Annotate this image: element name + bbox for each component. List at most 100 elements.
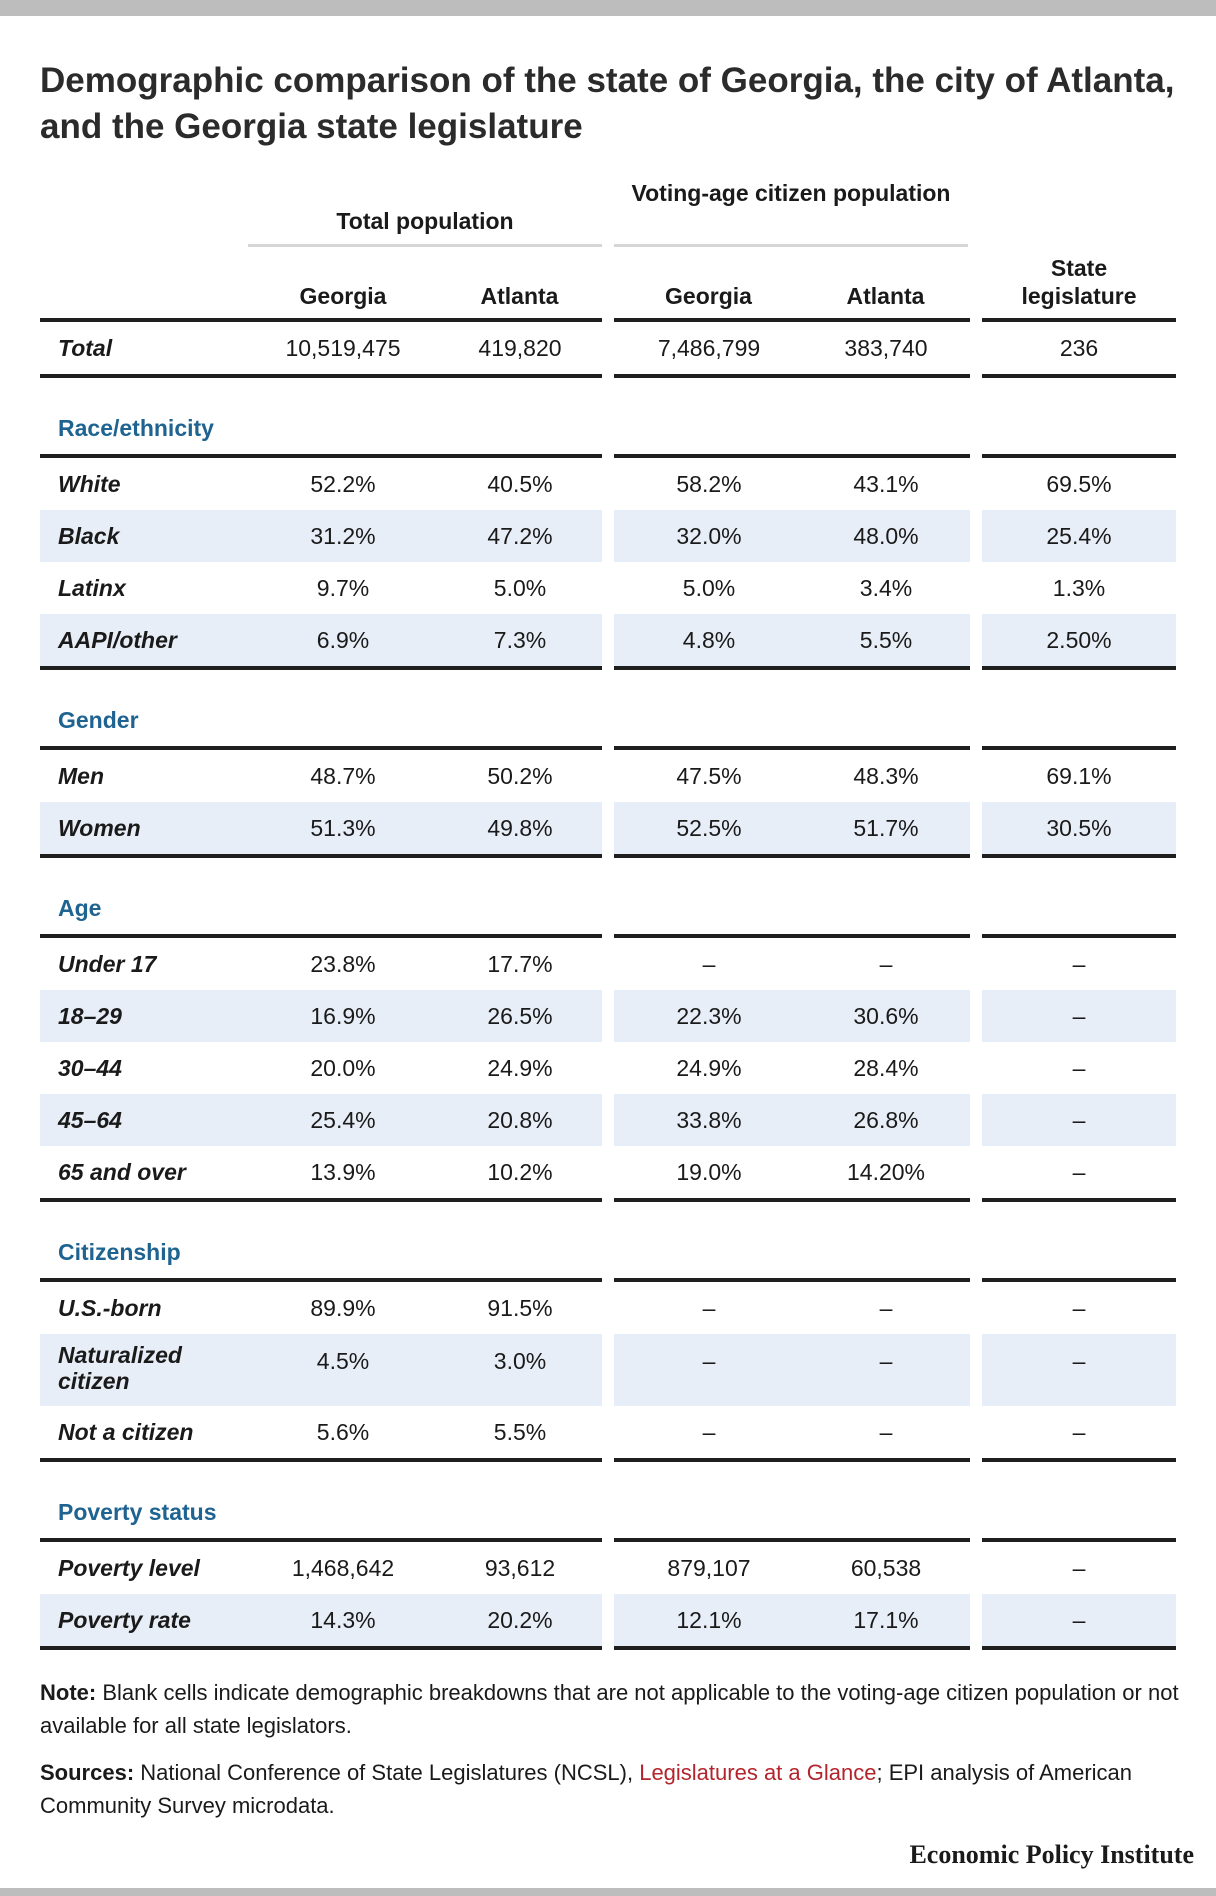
table-rule [614,1278,970,1282]
row-label: 45–64 [58,1107,122,1133]
brand-logo: Economic Policy Institute [909,1840,1194,1869]
table-cell: 40.5% [487,471,553,497]
table-cell: – [1072,1055,1086,1081]
table-cell: 419,820 [478,335,562,361]
table-cell: – [1072,1555,1086,1581]
table-cell: 17.7% [487,951,553,977]
table-rule [614,666,970,670]
table-cell: 24.9% [676,1055,742,1081]
table-cell: 1,468,642 [291,1555,395,1581]
table-cell: – [1072,1107,1086,1133]
table-cell: 5.5% [493,1419,547,1445]
table-cell: 5.5% [859,627,913,653]
table-cell: – [1072,1159,1086,1185]
section-heading: Citizenship [58,1239,181,1265]
table-cell: 26.8% [853,1107,919,1133]
table-cell: 4.8% [682,627,736,653]
row-label: Women [58,815,141,841]
table-rule [614,854,970,858]
row-band [614,1594,970,1646]
section-heading: Age [58,895,102,921]
table-cell: – [702,1295,716,1321]
table-cell: 7.3% [493,627,547,653]
sources-text-after: ; EPI analysis of American Community Sur… [40,1760,1133,1818]
table-cell: 25.4% [1046,523,1112,549]
table-cell: 4.5% [316,1348,370,1374]
table-cell: 24.9% [487,1055,553,1081]
table-cell: – [879,1348,893,1374]
row-label: Poverty rate [58,1607,191,1633]
table-cell: 69.1% [1046,763,1112,789]
table-rule [982,454,1176,458]
table-rule [982,934,1176,938]
table-cell: 2.50% [1046,627,1112,653]
sources-link[interactable]: Legislatures at a Glance [639,1760,877,1785]
table-cell: 50.2% [487,763,553,789]
table-cell: 7,486,799 [657,335,761,361]
table-cell: 20.2% [487,1607,553,1633]
table-cell: 23.8% [310,951,376,977]
table-cell: 52.5% [676,815,742,841]
table-cell: 12.1% [676,1607,742,1633]
row-label: White [58,471,121,497]
row-band [614,990,970,1042]
table-sources: Sources: National Conference of State Le… [40,1756,1180,1822]
table-cell: 91.5% [487,1295,553,1321]
row-band [982,510,1176,562]
sources-text: National Conference of State Legislature… [134,1760,640,1785]
table-cell: – [702,1419,716,1445]
table-cell: 28.4% [853,1055,919,1081]
table-rule [982,1198,1176,1202]
table-cell: 25.4% [310,1107,376,1133]
row-label: AAPI/other [58,627,177,653]
table-cell: – [879,1419,893,1445]
table-cell: 14.20% [846,1159,925,1185]
row-label: 65 and over [58,1159,186,1185]
table-rule [40,1198,602,1202]
table-cell: 5.6% [316,1419,370,1445]
table-cell: 31.2% [310,523,376,549]
table-cell: 47.5% [676,763,742,789]
row-band [982,1594,1176,1646]
table-cell: – [1072,1003,1086,1029]
table-cell: – [702,951,716,977]
section-heading: Poverty status [58,1499,217,1525]
table-cell: 16.9% [310,1003,376,1029]
top-border [0,0,1216,16]
row-band [614,1334,970,1406]
section-heading: Gender [58,707,139,733]
table-rule [614,746,970,750]
row-band [40,990,602,1042]
row-band [614,614,970,666]
table-rule [40,318,602,322]
table-cell: 52.2% [310,471,376,497]
row-band [40,1334,602,1406]
table-rule [614,374,970,378]
table-rule [614,934,970,938]
table-rule [614,454,970,458]
table-rule [40,374,602,378]
group-header-rule [614,244,968,247]
bottom-border [0,1888,1216,1896]
row-label: Not a citizen [58,1419,194,1445]
row-label: Men [58,763,104,789]
table-cell: 6.9% [316,627,370,653]
row-label: Poverty level [58,1555,200,1581]
row-label: 30–44 [58,1055,122,1081]
table-cell: 13.9% [310,1159,376,1185]
table-cell: 20.0% [310,1055,376,1081]
table-rule [982,318,1176,322]
table-rule [40,1646,602,1650]
table-cell: 22.3% [676,1003,742,1029]
table-rule [982,746,1176,750]
table-cell: 10,519,475 [285,335,401,361]
table-rule [982,374,1176,378]
section-heading: Race/ethnicity [58,415,214,441]
table-rule [40,1458,602,1462]
table-note: Note: Blank cells indicate demographic b… [40,1676,1180,1742]
table-cell: 49.8% [487,815,553,841]
column-header-georgia: Georgia [299,283,387,309]
table-rule [40,1278,602,1282]
row-label: 18–29 [58,1003,122,1029]
table-cell: 51.3% [310,815,376,841]
